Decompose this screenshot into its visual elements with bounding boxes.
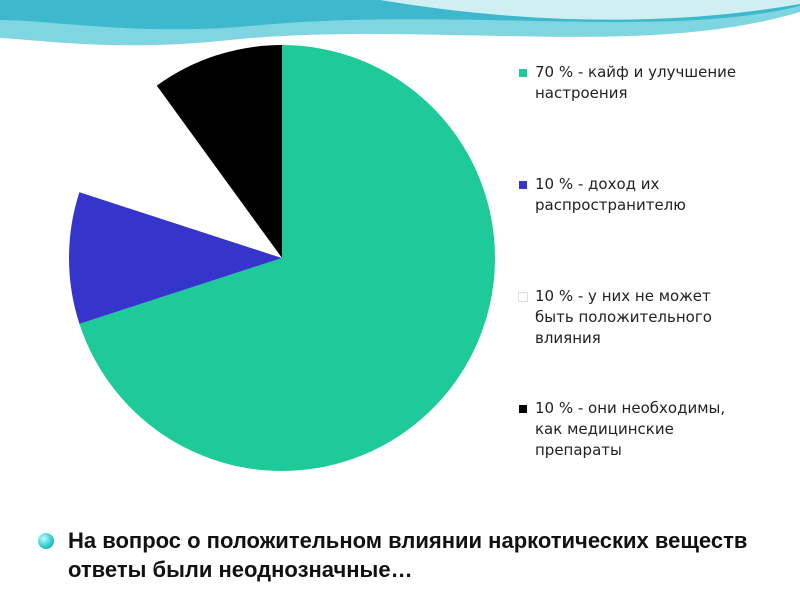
legend-label: 10 % - у них не может быть положительног… bbox=[535, 287, 712, 347]
legend-swatch bbox=[519, 69, 527, 77]
legend-item: 10 % - у них не может быть положительног… bbox=[517, 286, 747, 398]
bullet-text: На вопрос о положительном влиянии наркот… bbox=[68, 528, 748, 582]
legend-label: 10 % - они необходимы, как медицинские п… bbox=[535, 399, 726, 459]
pie-slice bbox=[79, 45, 496, 471]
legend: 70 % - кайф и улучшение настроения 10 % -… bbox=[517, 62, 747, 510]
pie-slice bbox=[79, 85, 283, 258]
pie bbox=[69, 45, 496, 471]
legend-label: 70 % - кайф и улучшение настроения bbox=[535, 63, 737, 102]
bullet: На вопрос о положительном влиянии наркот… bbox=[38, 526, 800, 584]
pie-slice bbox=[69, 192, 282, 324]
legend-item: 10 % - они необходимы, как медицинские п… bbox=[517, 398, 747, 510]
pie-slice bbox=[156, 45, 282, 258]
legend-swatch bbox=[519, 405, 527, 413]
header-wave bbox=[380, 0, 800, 20]
legend-swatch bbox=[519, 181, 527, 189]
legend-label: 10 % - доход их распространителю bbox=[535, 175, 686, 214]
bullet-dot bbox=[38, 533, 54, 549]
legend-swatch bbox=[518, 292, 528, 302]
legend-item: 70 % - кайф и улучшение настроения bbox=[517, 62, 747, 174]
legend-item: 10 % - доход их распространителю bbox=[517, 174, 747, 286]
